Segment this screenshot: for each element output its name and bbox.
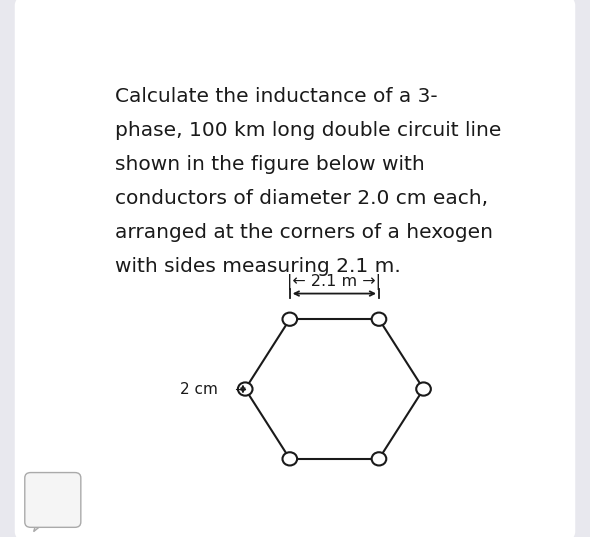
Circle shape bbox=[416, 382, 431, 396]
Text: phase, 100 km long double circuit line: phase, 100 km long double circuit line bbox=[115, 121, 502, 140]
Circle shape bbox=[283, 452, 297, 466]
Text: arranged at the corners of a hexogen: arranged at the corners of a hexogen bbox=[115, 223, 493, 242]
Text: 2 cm: 2 cm bbox=[180, 381, 218, 396]
Text: Calculate the inductance of a 3-: Calculate the inductance of a 3- bbox=[115, 87, 438, 106]
Text: |← 2.1 m →|: |← 2.1 m →| bbox=[287, 274, 381, 291]
Text: conductors of diameter 2.0 cm each,: conductors of diameter 2.0 cm each, bbox=[115, 189, 488, 208]
Circle shape bbox=[283, 313, 297, 326]
Text: !: ! bbox=[49, 491, 57, 509]
Circle shape bbox=[372, 313, 386, 326]
Circle shape bbox=[238, 382, 253, 396]
Circle shape bbox=[372, 452, 386, 466]
Text: shown in the figure below with: shown in the figure below with bbox=[115, 155, 425, 174]
Text: with sides measuring 2.1 m.: with sides measuring 2.1 m. bbox=[115, 257, 401, 275]
